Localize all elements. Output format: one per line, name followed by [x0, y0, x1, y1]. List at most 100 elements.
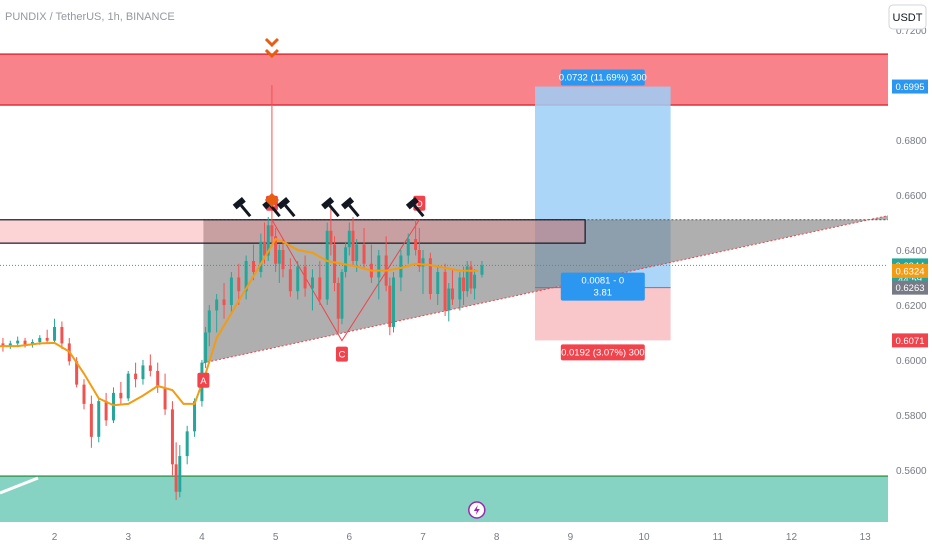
candle-body[interactable] [141, 365, 145, 380]
candle-body[interactable] [237, 277, 241, 292]
symbol-title: PUNDIX / TetherUS, 1h, BINANCE [5, 11, 175, 23]
candle-body[interactable] [75, 361, 79, 385]
candle-body[interactable] [333, 244, 337, 283]
candle-body[interactable] [270, 225, 274, 237]
pattern-point-label [197, 372, 210, 388]
price-label [892, 79, 928, 94]
candle-body[interactable] [204, 332, 208, 363]
hammer-handle [284, 204, 296, 218]
candle-body[interactable] [23, 340, 27, 345]
spike-marker-icon [264, 192, 279, 208]
candle-body[interactable] [53, 326, 57, 341]
candle-body[interactable] [126, 373, 130, 399]
candle-body[interactable] [104, 401, 108, 421]
candle-body[interactable] [111, 392, 115, 421]
entry-label-text: 3.81 [594, 288, 613, 299]
candle-body[interactable] [60, 326, 64, 344]
candle-body[interactable] [288, 269, 292, 292]
zones-layer [0, 53, 888, 522]
x-tick-label: 8 [494, 532, 500, 543]
candle-body[interactable] [458, 277, 462, 300]
candle-body[interactable] [355, 244, 359, 261]
candle-body[interactable] [450, 288, 454, 300]
candle-body[interactable] [16, 340, 20, 344]
candle-body[interactable] [473, 274, 477, 289]
hammer-icon [276, 197, 296, 218]
candle-body[interactable] [263, 241, 267, 256]
candle-body[interactable] [480, 265, 484, 275]
candle-body[interactable] [244, 261, 248, 292]
candle-body[interactable] [229, 277, 233, 305]
candle-body[interactable] [8, 343, 12, 347]
candle-body[interactable] [462, 277, 466, 292]
candle-body[interactable] [362, 244, 366, 264]
candle-body[interactable] [207, 310, 211, 333]
currency-button-label[interactable]: USDT [893, 12, 923, 24]
candle-body[interactable] [303, 266, 307, 289]
candle-body[interactable] [377, 255, 381, 278]
candle-body[interactable] [252, 261, 256, 272]
hammer-head [321, 197, 335, 210]
candle-body[interactable] [89, 403, 93, 437]
candle-body[interactable] [82, 384, 86, 404]
candle-body[interactable] [428, 258, 432, 294]
pattern-point-label [335, 346, 348, 362]
candle-body[interactable] [170, 409, 174, 465]
ema-line [0, 237, 479, 407]
candle-body[interactable] [351, 230, 355, 261]
candle-body[interactable] [443, 271, 447, 311]
candle-body[interactable] [174, 464, 178, 492]
entry-label-text: 0.0081 - 0 [581, 276, 624, 287]
candle-body[interactable] [406, 239, 410, 256]
candle-body[interactable] [274, 236, 278, 264]
currency-button[interactable]: USDT [888, 4, 927, 30]
candle-body[interactable] [347, 230, 351, 248]
y-tick-label: 0.6000 [896, 356, 927, 367]
candle-body[interactable] [156, 370, 160, 388]
candle-body[interactable] [277, 250, 281, 264]
candle-body[interactable] [45, 337, 49, 341]
candle-body[interactable] [215, 299, 219, 311]
candle-body[interactable] [417, 250, 421, 267]
pattern-point-text: A [200, 376, 207, 387]
candle-body[interactable] [134, 373, 138, 380]
candle-body[interactable] [329, 230, 333, 245]
candle-body[interactable] [259, 241, 263, 272]
candle-body[interactable] [469, 266, 473, 289]
candle-body[interactable] [281, 250, 285, 270]
candle-body[interactable] [336, 282, 340, 319]
y-tick-label: 0.6800 [896, 136, 927, 147]
candle-body[interactable] [1, 343, 5, 347]
hammer-head [341, 197, 355, 210]
candle-body[interactable] [340, 271, 344, 319]
axes-layer: 0.5600 0.5800 0.6000 0.6200 0.6400 0.6600 0.68… [0, 26, 932, 550]
candle-body[interactable] [38, 337, 42, 343]
candles-layer[interactable] [1, 85, 484, 501]
candle-body[interactable] [185, 431, 189, 457]
candle-body[interactable] [266, 225, 270, 256]
candle-body[interactable] [447, 288, 451, 311]
candle-body[interactable] [163, 387, 167, 410]
candle-body[interactable] [193, 401, 197, 432]
candle-body[interactable] [399, 255, 403, 278]
candle-body[interactable] [325, 230, 329, 300]
candle-body[interactable] [465, 266, 469, 292]
candle-body[interactable] [388, 285, 392, 327]
resistance-zone [0, 54, 888, 105]
candle-body[interactable] [119, 392, 123, 399]
candle-body[interactable] [414, 239, 418, 251]
candle-body[interactable] [296, 266, 300, 292]
candle-body[interactable] [318, 277, 322, 300]
candle-body[interactable] [436, 271, 440, 294]
candle-body[interactable] [222, 299, 226, 305]
candle-body[interactable] [392, 277, 396, 327]
hammer-icon [341, 197, 360, 218]
candle-body[interactable] [178, 456, 182, 492]
y-tick-label: 0.6400 [896, 246, 927, 257]
candle-body[interactable] [421, 258, 425, 267]
candle-body[interactable] [97, 401, 101, 437]
candle-body[interactable] [310, 277, 314, 289]
candle-body[interactable] [344, 247, 348, 272]
candle-body[interactable] [148, 365, 152, 371]
